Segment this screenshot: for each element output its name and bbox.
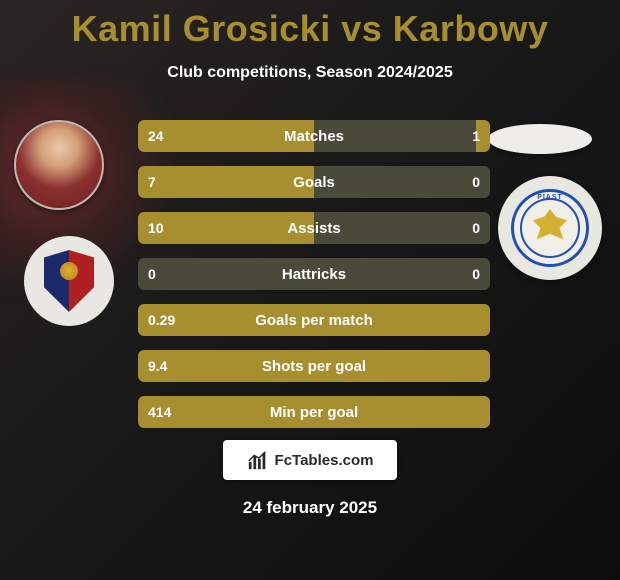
stat-row: 0.29Goals per match <box>138 304 490 336</box>
comparison-stats: 24Matches17Goals010Assists00Hattricks00.… <box>138 120 490 442</box>
stat-row: 24Matches1 <box>138 120 490 152</box>
stat-label: Matches <box>138 120 490 152</box>
stat-label: Goals per match <box>138 304 490 336</box>
stat-label: Assists <box>138 212 490 244</box>
stat-label: Shots per goal <box>138 350 490 382</box>
subtitle: Club competitions, Season 2024/2025 <box>0 64 620 82</box>
fctables-badge[interactable]: FcTables.com <box>223 440 397 480</box>
pogon-shield-icon <box>44 250 94 312</box>
stat-value-right: 1 <box>472 120 480 152</box>
page-title: Kamil Grosicki vs Karbowy <box>0 0 620 50</box>
stat-row: 414Min per goal <box>138 396 490 428</box>
opponent-photo-placeholder <box>488 124 592 154</box>
stat-value-right: 0 <box>472 166 480 198</box>
stat-label: Min per goal <box>138 396 490 428</box>
stat-value-right: 0 <box>472 258 480 290</box>
bar-chart-icon <box>247 449 269 471</box>
stat-label: Goals <box>138 166 490 198</box>
player-club-badge <box>24 236 114 326</box>
stat-row: 10Assists0 <box>138 212 490 244</box>
stat-row: 7Goals0 <box>138 166 490 198</box>
player-photo <box>14 120 104 210</box>
date-label: 24 february 2025 <box>0 498 620 518</box>
fctables-label: FcTables.com <box>275 452 374 469</box>
opponent-club-name: PIAST <box>537 194 563 201</box>
opponent-club-badge: PIAST <box>498 176 602 280</box>
stat-label: Hattricks <box>138 258 490 290</box>
stat-row: 9.4Shots per goal <box>138 350 490 382</box>
stat-row: 0Hattricks0 <box>138 258 490 290</box>
stat-value-right: 0 <box>472 212 480 244</box>
